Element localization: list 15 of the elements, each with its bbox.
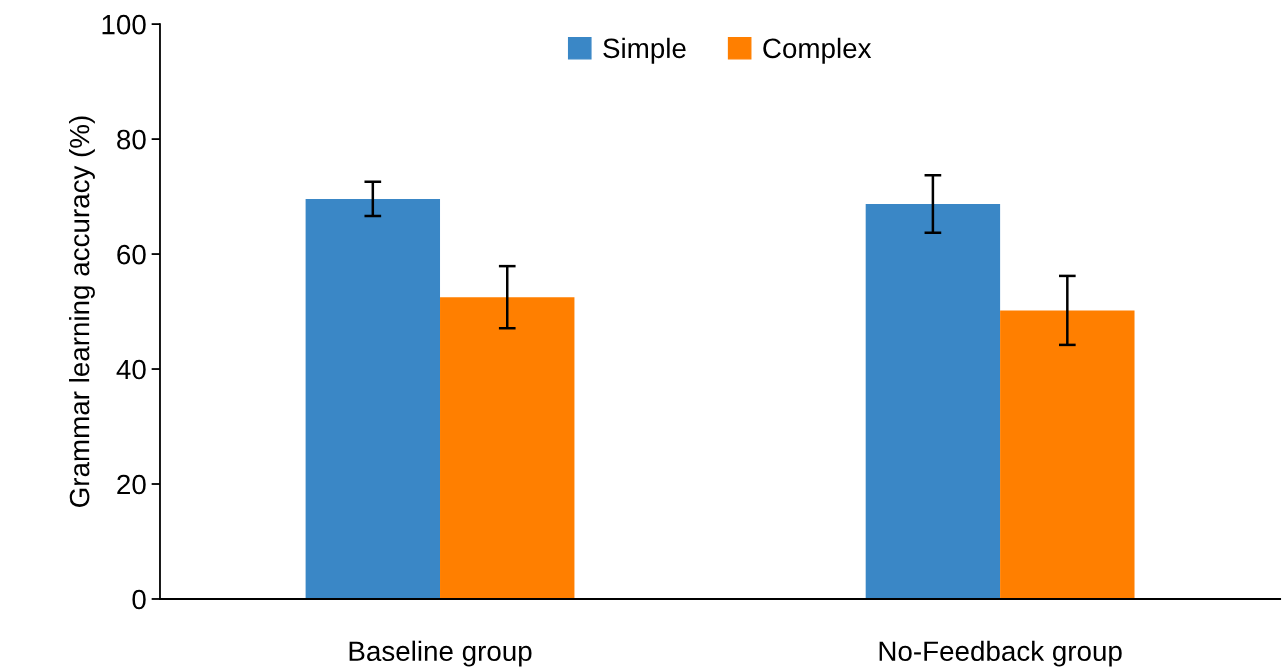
x-tick-label: No-Feedback group [879, 640, 1122, 667]
y-tick-label: 80 [117, 129, 146, 150]
legend-label: Simple [603, 37, 686, 64]
legend-label: Complex [763, 37, 872, 64]
y-tick-label: 0 [132, 589, 146, 610]
y-axis-title: Grammar learning accuracy (%) [69, 116, 95, 507]
bar [305, 198, 441, 599]
x-tick-label: Baseline group [349, 640, 532, 667]
bar [1000, 310, 1135, 599]
y-tick-label: 60 [117, 244, 146, 265]
bar [440, 297, 575, 599]
bar [865, 204, 1001, 599]
y-tick-label: 20 [117, 474, 146, 495]
y-tick-label: 100 [102, 14, 146, 35]
y-tick-label: 40 [116, 359, 146, 380]
